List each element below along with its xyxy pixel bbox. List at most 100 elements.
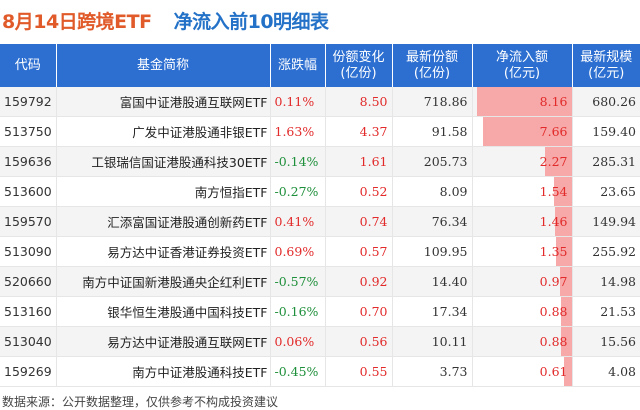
- header-code: 代码: [0, 44, 57, 87]
- cell-change: 0.41%: [270, 206, 326, 237]
- table-row: 159570 汇添富国证港股通创新药ETF 0.41% 0.74 76.34 1.46 14…: [0, 206, 640, 237]
- cell-scale: 255.92: [572, 236, 640, 267]
- cell-name: 广发中证港股通非银ETF: [56, 116, 271, 147]
- cell-share-change: 0.74: [325, 206, 393, 237]
- cell-share-change: 0.70: [325, 296, 393, 327]
- cell-scale: 23.65: [572, 176, 640, 207]
- cell-scale: 14.98: [572, 266, 640, 297]
- title-main: 净流入前10明细表: [173, 10, 329, 33]
- cell-net-inflow: 0.88: [472, 326, 573, 357]
- cell-code: 159792: [0, 87, 57, 117]
- cell-change: -0.27%: [270, 176, 326, 207]
- cell-net-inflow: 1.35: [472, 236, 573, 267]
- cell-change: 0.06%: [270, 326, 326, 357]
- cell-latest-share: 205.73: [392, 146, 473, 177]
- table-row: 159792 富国中证港股通互联网ETF 0.11% 8.50 718.86 8.16 68…: [0, 87, 640, 117]
- net-inflow-bar: [561, 297, 571, 326]
- etf-inflow-table: 代码 基金简称 涨跌幅 份额变化 (亿份) 最新份额 (亿份) 净流入额 (亿元) 最…: [0, 44, 640, 387]
- cell-code: 513160: [0, 296, 57, 327]
- header-net-inflow: 净流入额 (亿元): [472, 44, 573, 87]
- cell-name: 易方达中证港股通互联网ETF: [56, 326, 271, 357]
- cell-name: 富国中证港股通互联网ETF: [56, 87, 271, 117]
- cell-change: -0.45%: [270, 356, 326, 387]
- net-inflow-bar: [564, 357, 571, 386]
- cell-name: 南方恒指ETF: [56, 176, 271, 207]
- table-row: 159636 工银瑞信国证港股通科技30ETF -0.14% 1.61 205.73 2.…: [0, 146, 640, 177]
- header-scale: 最新规模 (亿元): [572, 44, 640, 87]
- cell-net-inflow: 0.61: [472, 356, 573, 387]
- cell-change: -0.16%: [270, 296, 326, 327]
- cell-net-inflow: 1.54: [472, 176, 573, 207]
- cell-code: 513040: [0, 326, 57, 357]
- cell-code: 159636: [0, 146, 57, 177]
- net-inflow-value: 1.46: [539, 214, 568, 229]
- cell-latest-share: 8.09: [392, 176, 473, 207]
- net-inflow-bar: [545, 147, 571, 176]
- net-inflow-bar: [561, 327, 571, 356]
- table-header-row: 代码 基金简称 涨跌幅 份额变化 (亿份) 最新份额 (亿份) 净流入额 (亿元) 最…: [0, 44, 640, 87]
- cell-change: 1.63%: [270, 116, 326, 147]
- cell-latest-share: 718.86: [392, 87, 473, 117]
- cell-code: 513750: [0, 116, 57, 147]
- header-name: 基金简称: [56, 44, 271, 87]
- net-inflow-bar: [553, 177, 571, 206]
- net-inflow-bar: [560, 267, 571, 296]
- cell-change: 0.11%: [270, 87, 326, 117]
- cell-net-inflow: 8.16: [472, 87, 573, 117]
- cell-code: 513600: [0, 176, 57, 207]
- header-latest-share: 最新份额 (亿份): [392, 44, 473, 87]
- cell-share-change: 0.92: [325, 266, 393, 297]
- cell-latest-share: 3.73: [392, 356, 473, 387]
- cell-net-inflow: 1.46: [472, 206, 573, 237]
- net-inflow-bar: [477, 87, 571, 116]
- table-row: 513090 易方达中证香港证券投资ETF 0.69% 0.57 109.95 1.35 2…: [0, 236, 640, 267]
- cell-latest-share: 76.34: [392, 206, 473, 237]
- cell-scale: 149.94: [572, 206, 640, 237]
- table-row: 520660 南方中证国新港股通央企红利ETF -0.57% 0.92 14.40 0.9…: [0, 266, 640, 297]
- cell-code: 520660: [0, 266, 57, 297]
- cell-latest-share: 10.11: [392, 326, 473, 357]
- cell-net-inflow: 2.27: [472, 146, 573, 177]
- cell-code: 159570: [0, 206, 57, 237]
- net-inflow-value: 0.61: [539, 364, 568, 379]
- cell-scale: 680.26: [572, 87, 640, 117]
- cell-net-inflow: 0.88: [472, 296, 573, 327]
- cell-share-change: 0.52: [325, 176, 393, 207]
- table-body: 159792 富国中证港股通互联网ETF 0.11% 8.50 718.86 8.16 68…: [0, 87, 640, 387]
- cell-latest-share: 91.58: [392, 116, 473, 147]
- cell-code: 159269: [0, 356, 57, 387]
- cell-scale: 21.53: [572, 296, 640, 327]
- data-source-note: 数据来源：公开数据整理，仅供参考不构成投资建议: [2, 395, 279, 409]
- cell-latest-share: 109.95: [392, 236, 473, 267]
- title-bar: 8月14日跨境ETF 净流入前10明细表: [0, 0, 640, 40]
- cell-change: 0.69%: [270, 236, 326, 267]
- cell-scale: 159.40: [572, 116, 640, 147]
- net-inflow-value: 8.16: [539, 94, 568, 109]
- net-inflow-value: 1.54: [539, 184, 568, 199]
- cell-change: -0.14%: [270, 146, 326, 177]
- cell-share-change: 0.57: [325, 236, 393, 267]
- cell-change: -0.57%: [270, 266, 326, 297]
- cell-share-change: 0.56: [325, 326, 393, 357]
- header-share-change: 份额变化 (亿份): [325, 44, 393, 87]
- header-change: 涨跌幅: [270, 44, 326, 87]
- net-inflow-value: 2.27: [539, 154, 568, 169]
- cell-name: 易方达中证香港证券投资ETF: [56, 236, 271, 267]
- table-row: 513160 银华恒生港股通中国科技ETF -0.16% 0.70 17.34 0.88 2…: [0, 296, 640, 327]
- cell-net-inflow: 7.66: [472, 116, 573, 147]
- net-inflow-bar: [554, 207, 571, 236]
- cell-scale: 4.08: [572, 356, 640, 387]
- net-inflow-value: 1.35: [539, 244, 568, 259]
- cell-scale: 15.56: [572, 326, 640, 357]
- cell-share-change: 4.37: [325, 116, 393, 147]
- cell-latest-share: 14.40: [392, 266, 473, 297]
- cell-scale: 285.31: [572, 146, 640, 177]
- net-inflow-bar: [483, 117, 571, 146]
- net-inflow-value: 7.66: [539, 124, 568, 139]
- net-inflow-value: 0.88: [539, 334, 568, 349]
- table-row: 513040 易方达中证港股通互联网ETF 0.06% 0.56 10.11 0.88 15…: [0, 326, 640, 357]
- cell-share-change: 1.61: [325, 146, 393, 177]
- cell-code: 513090: [0, 236, 57, 267]
- net-inflow-value: 0.97: [539, 274, 568, 289]
- table-row: 159269 南方中证港股通科技ETF -0.45% 0.55 3.73 0.61 4.08: [0, 356, 640, 387]
